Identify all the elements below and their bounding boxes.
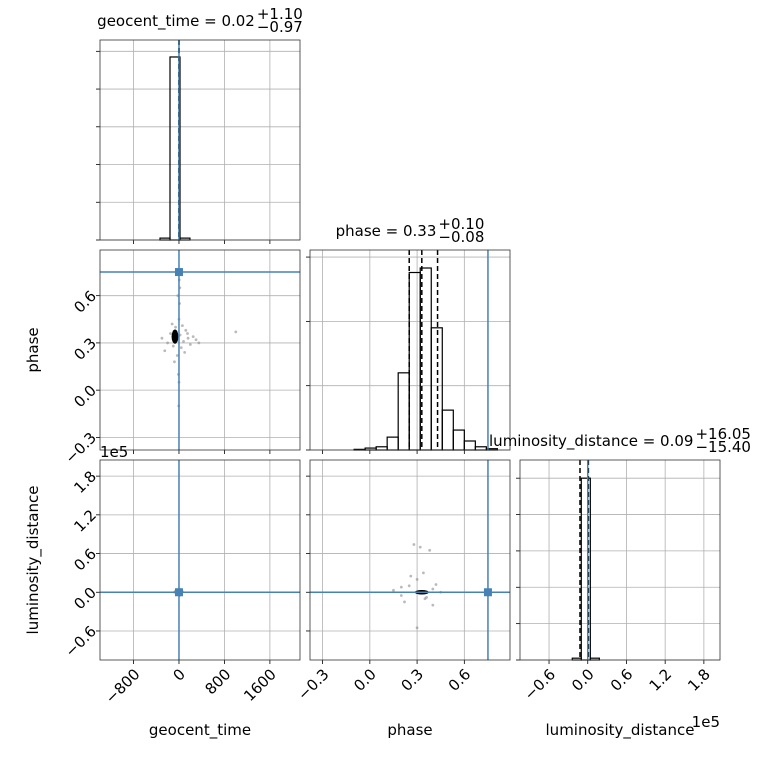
x-tick-label: 800 (201, 665, 234, 698)
axes-frame (309, 459, 511, 661)
x-tick-label: −0.3 (294, 665, 332, 703)
sample-point (174, 325, 177, 329)
title-upper: +0.10 (438, 215, 484, 233)
sample-point (415, 626, 419, 630)
histogram-bar (474, 446, 487, 451)
x-tick-label: 1.8 (684, 665, 714, 695)
sample-point (184, 328, 188, 332)
truth-marker (483, 588, 492, 597)
density-core (171, 329, 179, 344)
x-axis-label: phase (387, 721, 432, 739)
title-lower: −15.40 (695, 438, 751, 456)
sample-point (412, 543, 416, 546)
axes-frame (99, 39, 301, 241)
x-tick-label: −800 (102, 665, 144, 707)
title-lower: −0.08 (438, 228, 484, 246)
y-tick-label: 1.2 (70, 506, 100, 536)
sample-point (186, 332, 189, 335)
axes-frame (309, 249, 511, 451)
x-tick-label: 0.6 (607, 665, 637, 695)
x-tick-label: 0.0 (568, 665, 598, 695)
sample-point (399, 585, 403, 589)
sample-point (169, 332, 172, 335)
truth-marker (174, 268, 183, 277)
x-tick-label: 0.3 (397, 665, 427, 695)
panel-title: luminosity_distance = 0.09 (489, 432, 693, 451)
y-tick-label: −0.6 (62, 622, 100, 660)
x-axis-label: luminosity_distance (546, 721, 695, 740)
axes-frame (99, 249, 301, 451)
sample-point (234, 330, 238, 334)
y-offset-label: 1e5 (100, 443, 128, 461)
sample-point (182, 339, 185, 343)
x-tick-label: 0 (170, 665, 189, 684)
axes-frame (519, 459, 721, 661)
panel-title: phase = 0.33 (336, 222, 437, 240)
x-axis-label: geocent_time (149, 721, 251, 740)
x-tick-label: 1.2 (646, 665, 676, 695)
sample-point (197, 341, 201, 345)
x-offset-label: 1e5 (692, 713, 720, 731)
x-tick-label: −0.6 (521, 665, 559, 703)
sample-point (425, 596, 428, 599)
sample-point (418, 545, 422, 549)
histogram-bar (430, 327, 443, 451)
histogram-bar (441, 409, 454, 451)
sample-point (170, 322, 174, 326)
sample-point (409, 574, 413, 578)
y-tick-label: 0.0 (70, 584, 100, 614)
panel-title: geocent_time = 0.02 (97, 12, 255, 31)
sample-point (434, 583, 438, 586)
sample-point (183, 350, 187, 354)
sample-point (191, 335, 195, 339)
title-upper: +1.10 (257, 5, 303, 23)
histogram-bar (386, 436, 399, 451)
truth-marker (174, 588, 183, 597)
sample-point (186, 336, 190, 340)
sample-point (166, 341, 170, 345)
title-upper: +16.05 (695, 425, 751, 443)
sample-point (171, 344, 175, 348)
histogram-bar (375, 446, 388, 451)
y-tick-label: 0.3 (70, 334, 100, 364)
sample-point (163, 349, 167, 353)
y-axis-label: luminosity_distance (24, 486, 43, 635)
sample-point (188, 343, 192, 346)
sample-point (415, 577, 419, 581)
y-tick-label: −0.3 (62, 429, 100, 467)
y-axis-label: phase (24, 327, 42, 372)
histogram-bar (408, 271, 421, 451)
sample-point (175, 354, 179, 357)
sample-point (179, 346, 183, 350)
sample-point (180, 324, 184, 327)
y-tick-label: 1.8 (70, 467, 100, 497)
sample-point (431, 587, 435, 591)
sample-point (173, 360, 176, 364)
histogram-bar (397, 372, 410, 451)
x-tick-label: 0.0 (350, 665, 380, 695)
sample-point (399, 594, 403, 597)
y-tick-label: 0.6 (70, 545, 100, 575)
sample-point (407, 584, 411, 588)
sample-point (431, 603, 435, 607)
sample-point (428, 548, 432, 552)
histogram-bar (463, 440, 476, 451)
sample-point (392, 588, 395, 592)
y-tick-label: 0.0 (70, 381, 100, 411)
title-lower: −0.97 (257, 18, 303, 36)
sample-point (160, 336, 164, 340)
x-tick-label: 0.6 (445, 665, 475, 695)
y-tick-label: 0.6 (70, 287, 100, 317)
sample-point (421, 571, 425, 575)
sample-point (403, 600, 406, 604)
axes-frame (99, 459, 301, 661)
sample-point (194, 338, 198, 342)
x-tick-label: 1600 (240, 665, 280, 705)
histogram-bar (452, 429, 465, 451)
